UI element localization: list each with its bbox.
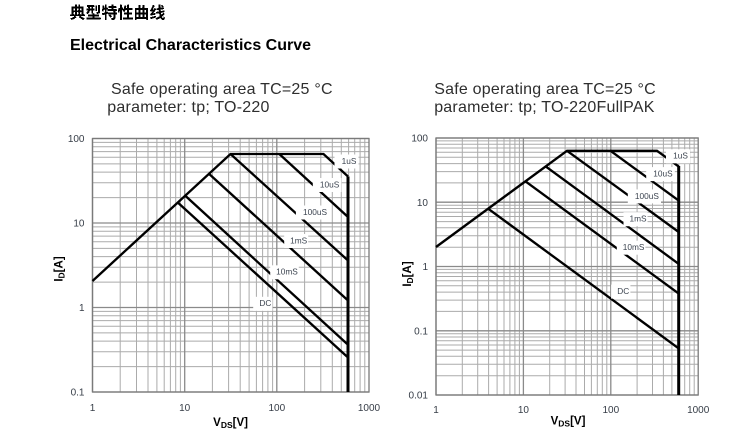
svg-text:10: 10 [73, 219, 85, 230]
svg-text:1: 1 [79, 303, 85, 314]
svg-text:100: 100 [68, 134, 85, 145]
svg-text:ID[A]: ID[A] [54, 256, 67, 281]
svg-text:10: 10 [179, 403, 191, 414]
svg-text:10uS: 10uS [320, 179, 340, 189]
svg-text:1uS: 1uS [673, 151, 688, 161]
svg-text:1000: 1000 [687, 405, 710, 416]
svg-text:1uS: 1uS [342, 156, 357, 166]
svg-text:1: 1 [90, 403, 96, 414]
svg-text:10mS: 10mS [276, 267, 298, 277]
svg-text:0.1: 0.1 [71, 388, 85, 399]
svg-text:100uS: 100uS [635, 191, 659, 201]
svg-text:1: 1 [433, 405, 439, 416]
svg-text:1: 1 [422, 262, 428, 273]
svg-text:ID[A]: ID[A] [402, 261, 415, 286]
svg-text:10: 10 [417, 198, 429, 209]
svg-text:10mS: 10mS [623, 242, 645, 252]
svg-text:0.01: 0.01 [409, 391, 429, 402]
svg-text:1000: 1000 [358, 403, 381, 414]
svg-text:VDS[V]: VDS[V] [551, 416, 586, 429]
svg-text:1mS: 1mS [290, 235, 308, 245]
svg-text:1mS: 1mS [629, 214, 647, 224]
svg-text:100uS: 100uS [303, 207, 327, 217]
svg-text:10: 10 [518, 405, 530, 416]
svg-text:DC: DC [259, 298, 271, 308]
svg-text:100: 100 [411, 134, 428, 145]
svg-text:DC: DC [617, 286, 629, 296]
svg-text:100: 100 [602, 405, 619, 416]
svg-text:0.1: 0.1 [414, 326, 428, 337]
svg-text:10uS: 10uS [653, 169, 673, 179]
svg-text:VDS[V]: VDS[V] [213, 417, 248, 430]
svg-text:100: 100 [268, 403, 285, 414]
